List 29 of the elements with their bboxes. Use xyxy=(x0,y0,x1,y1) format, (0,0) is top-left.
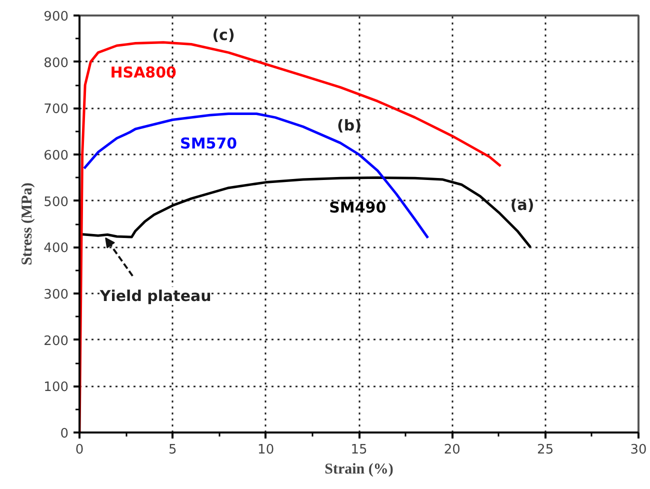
series-label: SM490 xyxy=(329,198,386,217)
x-tick-label: 30 xyxy=(630,442,647,458)
y-tick-label: 400 xyxy=(44,241,69,256)
x-tick-label: 10 xyxy=(258,442,274,458)
line-series xyxy=(80,176,532,248)
y-axis-title: Stress (MPa) xyxy=(20,182,36,266)
x-tick-label: 20 xyxy=(444,442,460,458)
line-series xyxy=(80,41,502,432)
x-axis-title: Strain (%) xyxy=(324,462,394,478)
annotation: (c) xyxy=(212,26,235,44)
annotation: (a) xyxy=(510,196,534,214)
series-label: HSA800 xyxy=(110,63,176,82)
x-tick-label: 0 xyxy=(75,442,84,458)
y-tick-label: 600 xyxy=(44,148,69,164)
annotation: Yield plateau xyxy=(98,286,212,305)
x-tick-label: 15 xyxy=(350,442,368,458)
y-tick-label: 900 xyxy=(44,10,69,24)
series-label: SM570 xyxy=(180,134,238,153)
annotation: (b) xyxy=(337,116,362,135)
x-tick-label: 25 xyxy=(537,442,554,458)
y-tick-label: 800 xyxy=(44,56,69,71)
y-tick-label: 500 xyxy=(44,194,69,210)
y-tick-label: 200 xyxy=(44,334,69,349)
y-tick-label: 700 xyxy=(44,102,69,118)
y-tick-label: 100 xyxy=(44,380,69,396)
line-series xyxy=(82,112,430,240)
y-tick-label: 0 xyxy=(60,426,69,442)
y-tick-label: 300 xyxy=(44,288,69,302)
x-tick-label: 5 xyxy=(168,442,177,458)
